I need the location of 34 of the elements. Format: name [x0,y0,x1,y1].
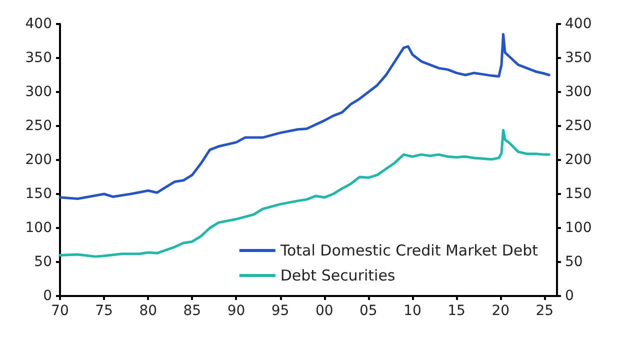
x-tick-label: 05 [360,303,378,319]
x-tick-label: 25 [536,303,554,319]
y2-tick-label: 100 [565,220,592,236]
x-tick-label: 00 [315,303,334,319]
x-tick-label: 95 [271,303,290,319]
x-tick-label: 90 [227,303,246,319]
x-tick-label: 85 [183,303,202,319]
x-tick-label: 70 [51,303,69,319]
x-tick-label: 15 [448,303,466,319]
x-tick-label: 10 [404,303,422,319]
y-tick-label: 350 [25,50,52,66]
y-tick-label: 200 [25,152,52,168]
y2-tick-label: 0 [565,288,574,304]
y-tick-label: 300 [25,84,52,100]
line-series [58,32,550,200]
y-tick-label: 50 [34,254,52,270]
x-tick-label: 75 [95,303,113,319]
line-series [58,128,550,258]
x-tick-label: 20 [492,303,510,319]
y2-tick-label: 350 [565,50,592,66]
y-tick-label: 150 [25,186,52,202]
y-tick-label: 0 [43,288,52,304]
y-tick-label: 400 [25,16,52,32]
legend-label: Debt Securities [280,266,396,284]
x-tick-label: 80 [139,303,158,319]
y2-tick-label: 50 [565,254,583,270]
y2-tick-label: 300 [565,84,592,100]
y-tick-label: 250 [25,118,52,134]
y2-tick-label: 200 [565,152,592,168]
y2-tick-label: 250 [565,118,592,134]
y-tick-label: 100 [25,220,52,236]
y2-tick-label: 150 [565,186,592,202]
y2-tick-label: 400 [565,16,592,32]
legend-label: Total Domestic Credit Market Debt [279,242,538,260]
